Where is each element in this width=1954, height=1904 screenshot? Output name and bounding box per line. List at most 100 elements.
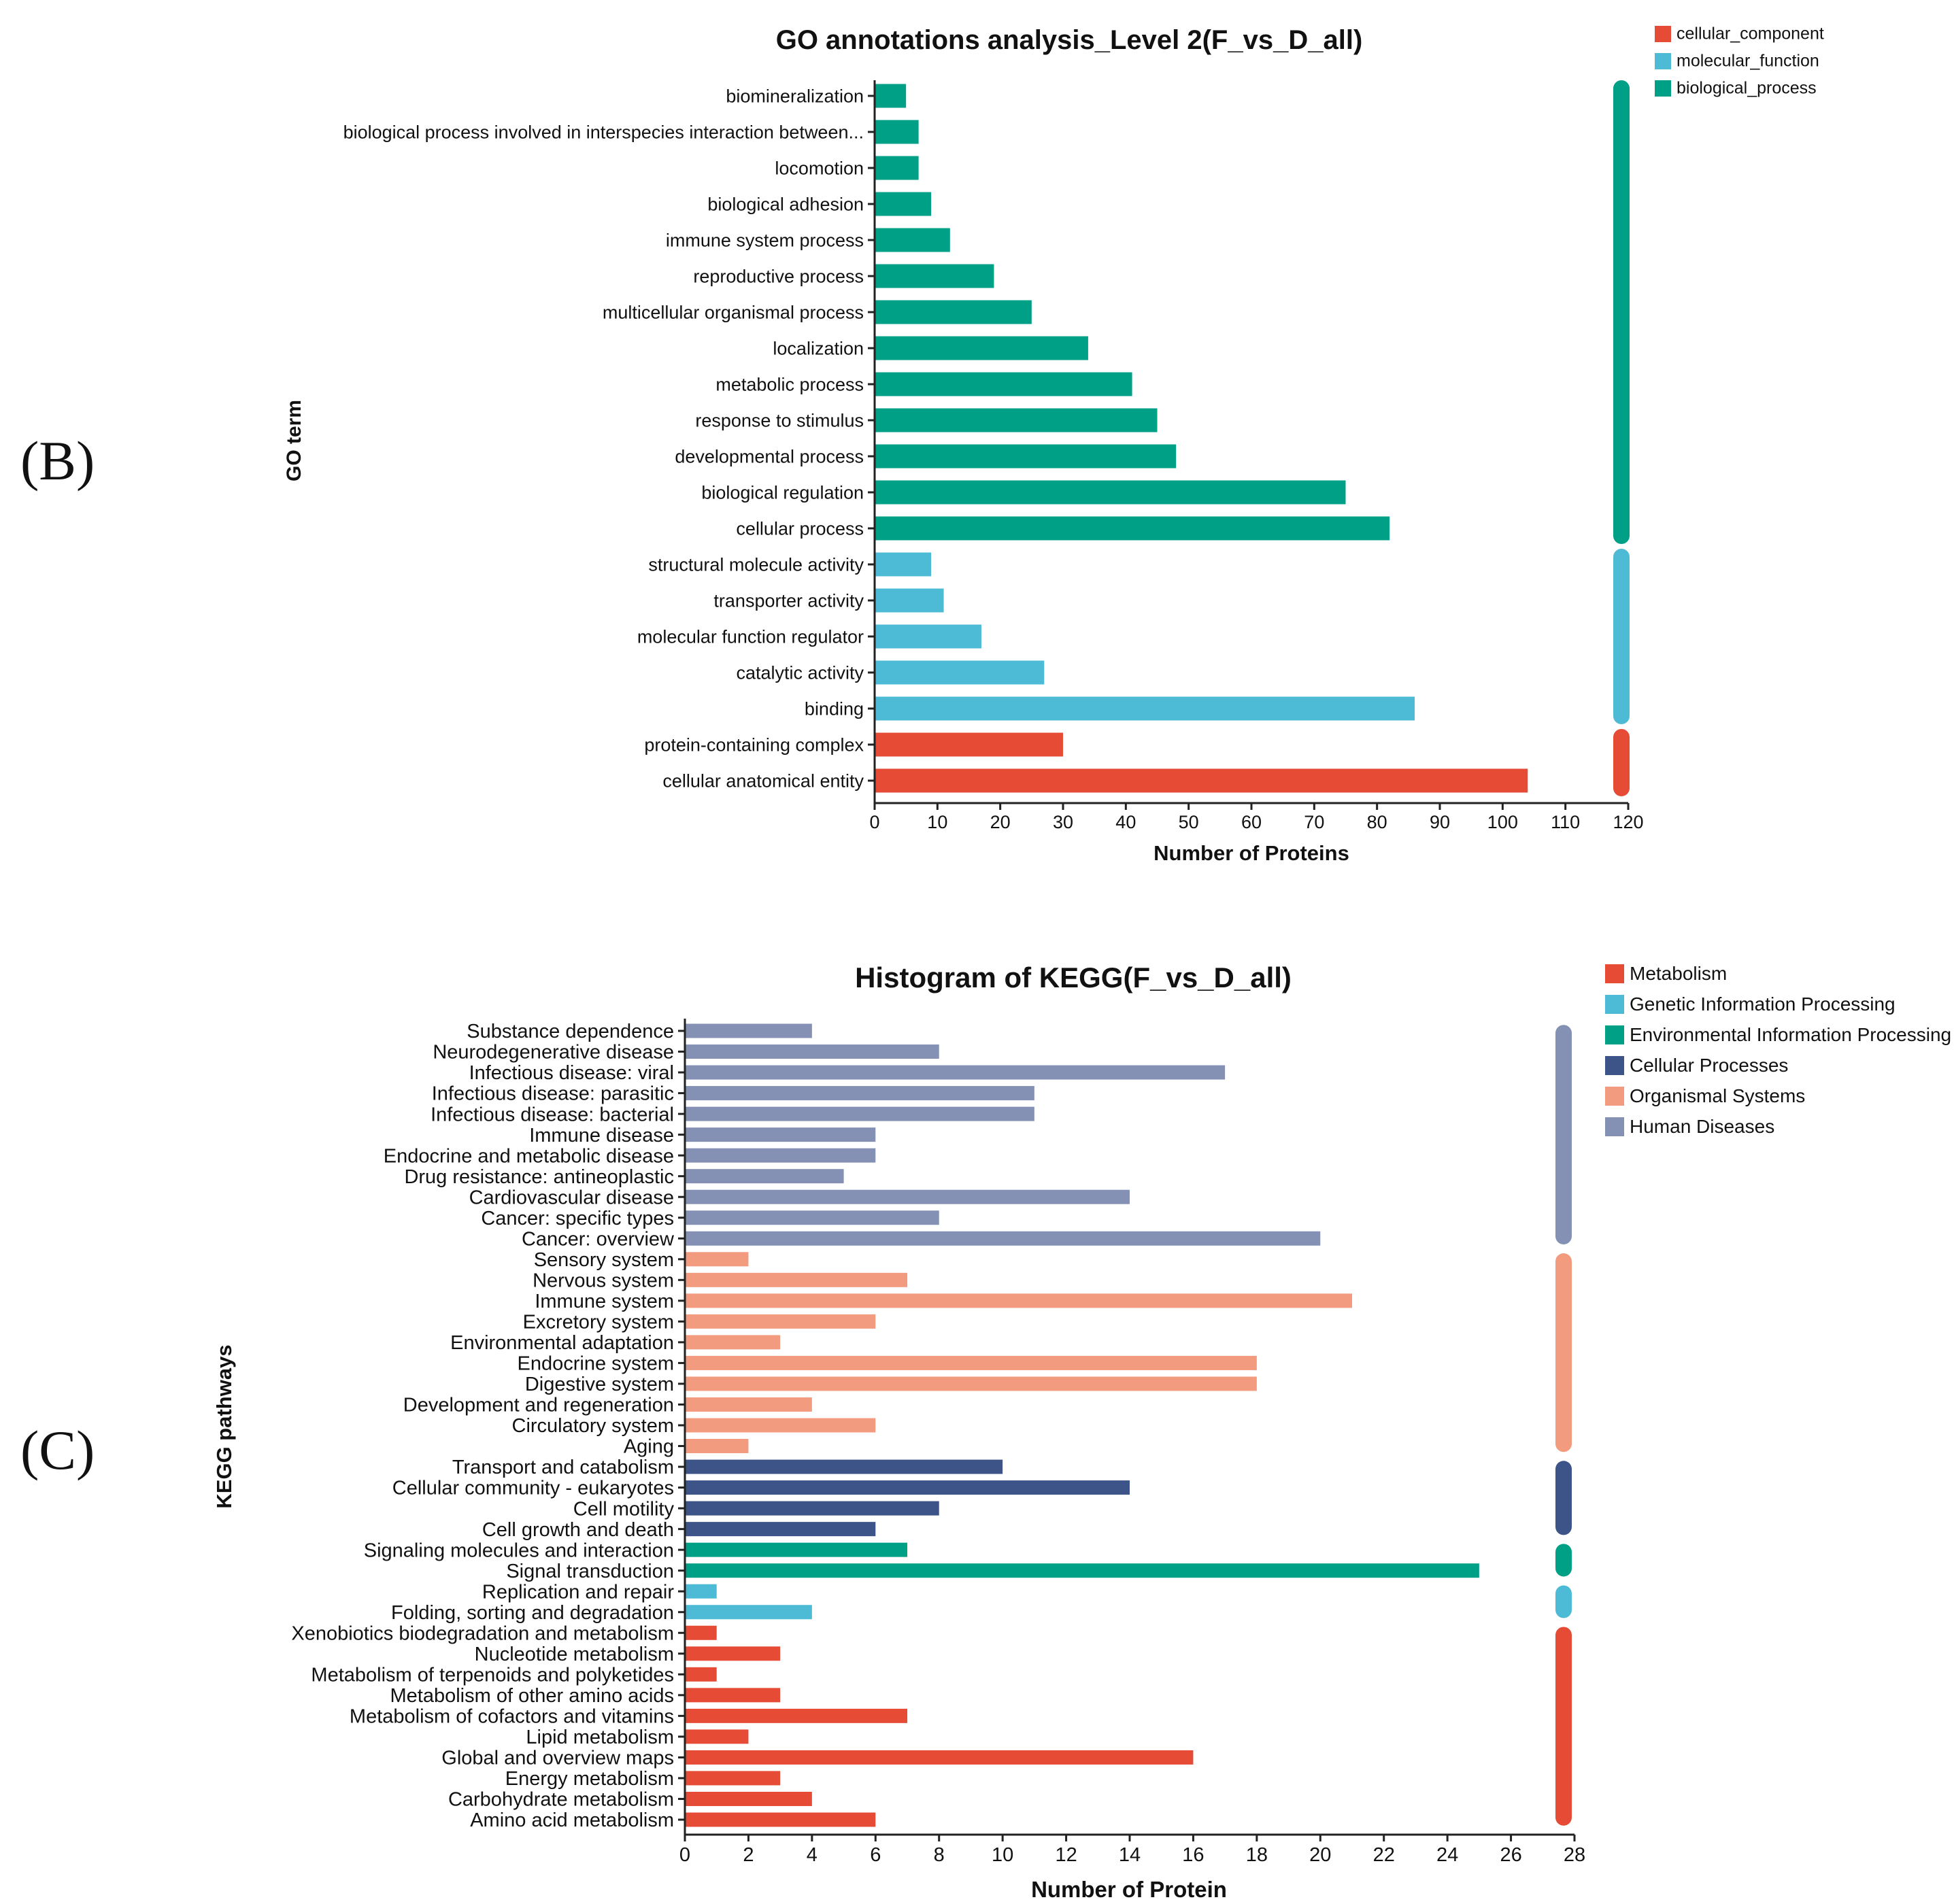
kegg-category-label: Cancer: specific types: [481, 1208, 674, 1229]
kegg-category-label: Cardiovascular disease: [469, 1187, 674, 1208]
go-category-label: cellular process: [736, 518, 864, 539]
kegg-legend-swatch: [1605, 964, 1624, 983]
kegg-bar: [686, 1605, 812, 1620]
kegg-bar: [686, 1335, 781, 1350]
kegg-legend-label: Environmental Information Processing: [1630, 1024, 1951, 1045]
kegg-x-tick-label: 28: [1564, 1844, 1585, 1866]
kegg-bar: [686, 1169, 844, 1184]
kegg-bar: [686, 1646, 781, 1661]
kegg-group-pill: [1555, 1585, 1572, 1618]
go-bar: [875, 192, 932, 216]
kegg-legend-label: Cellular Processes: [1630, 1055, 1788, 1076]
go-category-label: reproductive process: [693, 266, 864, 286]
go-x-tick-label: 0: [869, 812, 879, 832]
kegg-bar: [686, 1355, 1257, 1370]
kegg-bar: [686, 1106, 1034, 1121]
kegg-category-label: Infectious disease: bacterial: [431, 1104, 674, 1125]
kegg-category-label: Endocrine and metabolic disease: [384, 1145, 674, 1167]
go-category-label: cellular anatomical entity: [662, 770, 864, 791]
kegg-legend-swatch: [1605, 1056, 1624, 1075]
go-category-label: molecular function regulator: [637, 626, 864, 647]
kegg-legend-label: Genetic Information Processing: [1630, 993, 1896, 1015]
kegg-bar: [686, 1688, 781, 1703]
kegg-category-label: Energy metabolism: [505, 1768, 674, 1790]
kegg-category-label: Signaling molecules and interaction: [364, 1540, 674, 1561]
kegg-bar: [686, 1729, 749, 1744]
go-category-label: developmental process: [675, 446, 864, 466]
kegg-bar: [686, 1231, 1321, 1246]
kegg-bar: [686, 1044, 939, 1059]
go-chart-title: GO annotations analysis_Level 2(F_vs_D_a…: [776, 25, 1363, 55]
kegg-bar: [686, 1625, 717, 1640]
go-category-label: localization: [773, 338, 864, 358]
kegg-bar: [686, 1210, 939, 1225]
kegg-x-tick-label: 18: [1246, 1844, 1268, 1866]
go-category-label: protein-containing complex: [644, 734, 864, 755]
go-x-tick-label: 90: [1430, 812, 1450, 832]
go-x-tick-label: 120: [1613, 812, 1643, 832]
go-legend-swatch: [1655, 80, 1671, 97]
go-bar: [875, 516, 1390, 541]
go-category-label: transporter activity: [713, 590, 864, 611]
kegg-category-label: Metabolism of cofactors and vitamins: [350, 1706, 674, 1728]
kegg-legend-swatch: [1605, 995, 1624, 1014]
kegg-bar: [686, 1397, 812, 1412]
kegg-category-label: Immune system: [535, 1291, 674, 1312]
kegg-x-tick-label: 20: [1309, 1844, 1331, 1866]
go-group-pill: [1613, 549, 1630, 724]
go-bar: [875, 444, 1177, 469]
kegg-category-label: Signal transduction: [506, 1561, 674, 1582]
go-y-axis-title: GO term: [283, 400, 305, 481]
go-x-tick-label: 10: [927, 812, 947, 832]
kegg-bar: [686, 1189, 1130, 1204]
go-bar: [875, 552, 932, 577]
go-category-label: biological process involved in interspec…: [343, 122, 864, 142]
go-bar: [875, 696, 1415, 721]
go-legend-swatch: [1655, 26, 1671, 42]
kegg-y-axis-title: KEGG pathways: [212, 1344, 236, 1508]
go-legend-swatch: [1655, 53, 1671, 69]
kegg-x-tick-label: 8: [934, 1844, 945, 1866]
go-bar: [875, 264, 994, 288]
kegg-bar: [686, 1584, 717, 1599]
go-bar: [875, 84, 907, 108]
kegg-category-label: Lipid metabolism: [526, 1727, 674, 1748]
go-x-tick-label: 60: [1241, 812, 1262, 832]
kegg-category-label: Drug resistance: antineoplastic: [404, 1166, 674, 1188]
kegg-category-label: Digestive system: [525, 1374, 674, 1395]
go-category-label: immune system process: [666, 230, 864, 250]
kegg-category-label: Cell growth and death: [482, 1519, 674, 1541]
kegg-x-tick-label: 22: [1373, 1844, 1395, 1866]
go-x-tick-label: 20: [990, 812, 1011, 832]
kegg-category-label: Transport and catabolism: [452, 1457, 674, 1478]
kegg-bar: [686, 1812, 876, 1827]
kegg-bar: [686, 1522, 876, 1537]
go-category-label: metabolic process: [715, 374, 864, 394]
kegg-bar: [686, 1563, 1479, 1578]
kegg-category-label: Endocrine system: [518, 1353, 675, 1375]
kegg-category-label: Sensory system: [534, 1249, 674, 1271]
go-bar: [875, 624, 981, 649]
go-bar: [875, 408, 1158, 432]
kegg-bar: [686, 1086, 1034, 1101]
kegg-group-pill: [1555, 1253, 1572, 1452]
kegg-category-label: Environmental adaptation: [450, 1332, 674, 1354]
go-group-pill: [1613, 729, 1630, 796]
kegg-bar: [686, 1771, 781, 1786]
go-bar: [875, 372, 1132, 396]
go-x-tick-label: 50: [1179, 812, 1199, 832]
panel-letter-c: (C): [20, 1419, 95, 1481]
kegg-category-label: Global and overview maps: [441, 1748, 674, 1769]
kegg-x-tick-label: 6: [870, 1844, 881, 1866]
kegg-category-label: Metabolism of other amino acids: [390, 1685, 674, 1707]
kegg-bar: [686, 1501, 939, 1516]
kegg-bar: [686, 1791, 812, 1806]
kegg-legend-label: Metabolism: [1630, 963, 1727, 984]
kegg-x-tick-label: 16: [1182, 1844, 1204, 1866]
kegg-bar: [686, 1439, 749, 1454]
kegg-x-tick-label: 4: [807, 1844, 818, 1866]
kegg-category-label: Nucleotide metabolism: [475, 1644, 674, 1665]
kegg-bar: [686, 1127, 876, 1142]
kegg-x-tick-label: 2: [743, 1844, 754, 1866]
